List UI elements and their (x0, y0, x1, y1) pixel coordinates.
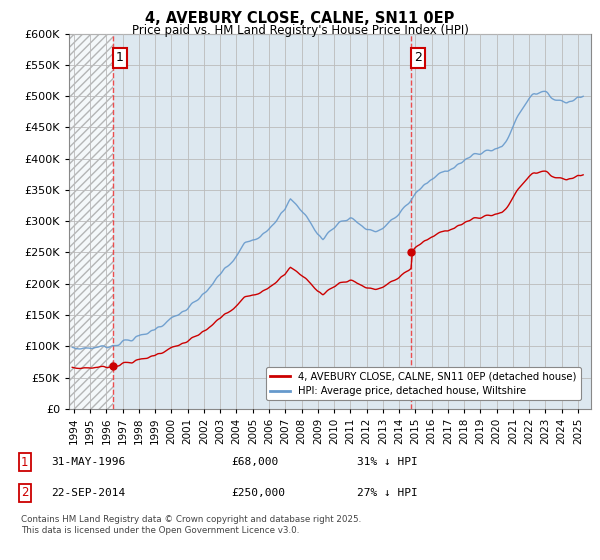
Text: Price paid vs. HM Land Registry's House Price Index (HPI): Price paid vs. HM Land Registry's House … (131, 24, 469, 36)
Text: 31-MAY-1996: 31-MAY-1996 (51, 457, 125, 467)
Bar (69, 34, 113, 409)
Text: 31% ↓ HPI: 31% ↓ HPI (357, 457, 418, 467)
Text: 4, AVEBURY CLOSE, CALNE, SN11 0EP: 4, AVEBURY CLOSE, CALNE, SN11 0EP (145, 11, 455, 26)
Text: 2: 2 (414, 52, 422, 64)
Text: £68,000: £68,000 (231, 457, 278, 467)
Legend: 4, AVEBURY CLOSE, CALNE, SN11 0EP (detached house), HPI: Average price, detached: 4, AVEBURY CLOSE, CALNE, SN11 0EP (detac… (266, 367, 581, 400)
Text: 1: 1 (21, 455, 29, 469)
Text: 2: 2 (21, 486, 29, 500)
Text: 27% ↓ HPI: 27% ↓ HPI (357, 488, 418, 498)
Text: £250,000: £250,000 (231, 488, 285, 498)
Text: 22-SEP-2014: 22-SEP-2014 (51, 488, 125, 498)
Text: Contains HM Land Registry data © Crown copyright and database right 2025.
This d: Contains HM Land Registry data © Crown c… (21, 515, 361, 535)
Text: 1: 1 (116, 52, 124, 64)
